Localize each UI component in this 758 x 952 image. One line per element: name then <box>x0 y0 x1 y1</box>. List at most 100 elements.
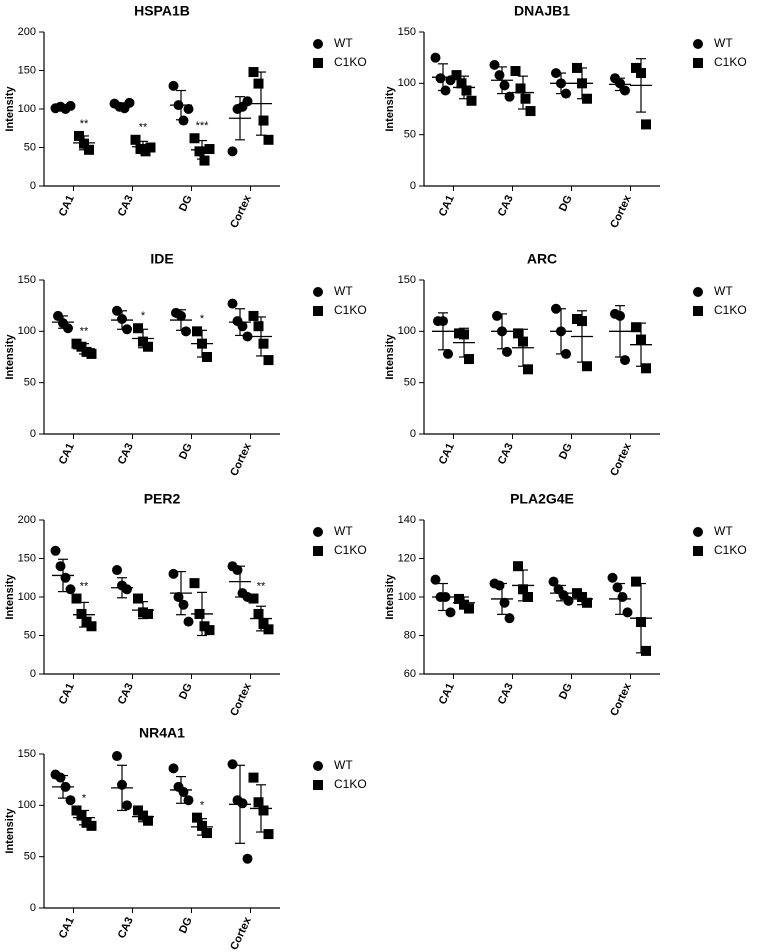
y-axis-label: Intensity <box>4 574 16 620</box>
data-point <box>143 341 153 352</box>
data-point <box>199 155 210 166</box>
data-point <box>143 608 153 619</box>
significance-label: * <box>82 792 87 804</box>
data-point <box>548 576 559 587</box>
data-point <box>492 310 502 321</box>
data-point <box>65 584 76 595</box>
data-point <box>204 625 215 636</box>
data-point <box>178 115 189 126</box>
legend-marker <box>313 780 323 790</box>
legend-marker <box>693 287 703 297</box>
data-point <box>237 798 248 809</box>
legend-label: C1KO <box>334 777 367 791</box>
data-point <box>86 621 97 632</box>
x-tick-label: CA3 <box>116 441 136 466</box>
x-tick-label: CA1 <box>57 681 77 706</box>
data-point <box>242 96 253 107</box>
x-tick-label: CA1 <box>57 441 77 466</box>
data-point <box>183 616 194 627</box>
legend-label: WT <box>334 36 353 50</box>
legend-label: WT <box>714 284 733 298</box>
data-point <box>622 607 633 618</box>
data-point <box>523 592 533 602</box>
chart-title: NR4A1 <box>139 725 185 741</box>
x-tick-label: Cortex <box>608 681 634 718</box>
data-point <box>582 597 592 608</box>
legend-marker <box>313 287 323 297</box>
y-tick-label: 0 <box>410 428 416 440</box>
data-point <box>510 66 521 77</box>
data-point <box>513 561 523 572</box>
data-point <box>523 364 533 375</box>
data-point <box>631 576 641 587</box>
data-point <box>192 326 202 337</box>
data-point <box>71 593 82 604</box>
data-point <box>582 361 592 372</box>
y-tick-label: 150 <box>18 552 36 564</box>
y-tick-label: 100 <box>398 591 416 603</box>
x-tick-label: CA3 <box>116 915 136 940</box>
data-point <box>168 80 179 91</box>
y-tick-label: 50 <box>24 629 36 641</box>
data-point <box>86 348 97 359</box>
x-tick-label: CA3 <box>496 193 516 218</box>
data-point <box>133 323 143 334</box>
data-point <box>248 772 259 783</box>
y-tick-label: 150 <box>18 748 36 760</box>
legend-marker <box>693 39 703 49</box>
y-tick-label: 150 <box>18 64 36 76</box>
legend-label: WT <box>334 284 353 298</box>
y-tick-label: 50 <box>24 377 36 389</box>
data-point <box>76 608 87 619</box>
y-tick-label: 100 <box>398 325 416 337</box>
legend-marker <box>693 58 703 68</box>
x-tick-label: DG <box>557 681 575 701</box>
data-point <box>112 751 122 762</box>
data-point <box>227 146 238 157</box>
data-point <box>258 115 269 126</box>
x-tick-label: DG <box>177 915 195 935</box>
data-point <box>227 759 238 770</box>
legend-label: C1KO <box>334 55 367 69</box>
significance-label: * <box>200 800 205 812</box>
data-point <box>631 62 641 73</box>
legend-marker <box>313 58 323 68</box>
data-point <box>263 355 274 366</box>
data-point <box>430 574 441 585</box>
data-point <box>258 618 269 629</box>
data-point <box>130 134 141 145</box>
data-point <box>194 146 205 157</box>
data-point <box>181 326 191 337</box>
x-tick-label: Cortex <box>228 441 254 478</box>
x-tick-label: CA1 <box>437 193 457 218</box>
data-point <box>143 815 153 826</box>
y-tick-label: 150 <box>18 274 36 286</box>
data-point <box>253 797 264 808</box>
legend-marker <box>693 306 703 316</box>
data-point <box>242 853 253 864</box>
data-point <box>168 763 179 774</box>
y-tick-label: 100 <box>18 325 36 337</box>
y-tick-label: 0 <box>30 180 36 192</box>
data-point <box>86 820 97 831</box>
data-point <box>464 354 474 365</box>
data-point <box>263 624 274 635</box>
data-point <box>263 134 274 145</box>
legend-label: C1KO <box>334 543 367 557</box>
y-tick-label: 120 <box>398 552 416 564</box>
data-point <box>242 331 253 342</box>
data-point <box>253 608 264 619</box>
legend-marker <box>693 546 703 556</box>
data-point <box>430 52 441 63</box>
data-point <box>454 593 464 604</box>
data-point <box>515 83 526 94</box>
y-tick-label: 0 <box>410 180 416 192</box>
y-tick-label: 140 <box>398 514 416 526</box>
data-point <box>520 93 531 104</box>
legend-marker <box>313 39 323 49</box>
y-axis-label: Intensity <box>4 334 16 380</box>
data-point <box>494 580 505 591</box>
legend-label: WT <box>334 524 353 538</box>
data-point <box>499 80 510 91</box>
legend-label: C1KO <box>714 55 747 69</box>
